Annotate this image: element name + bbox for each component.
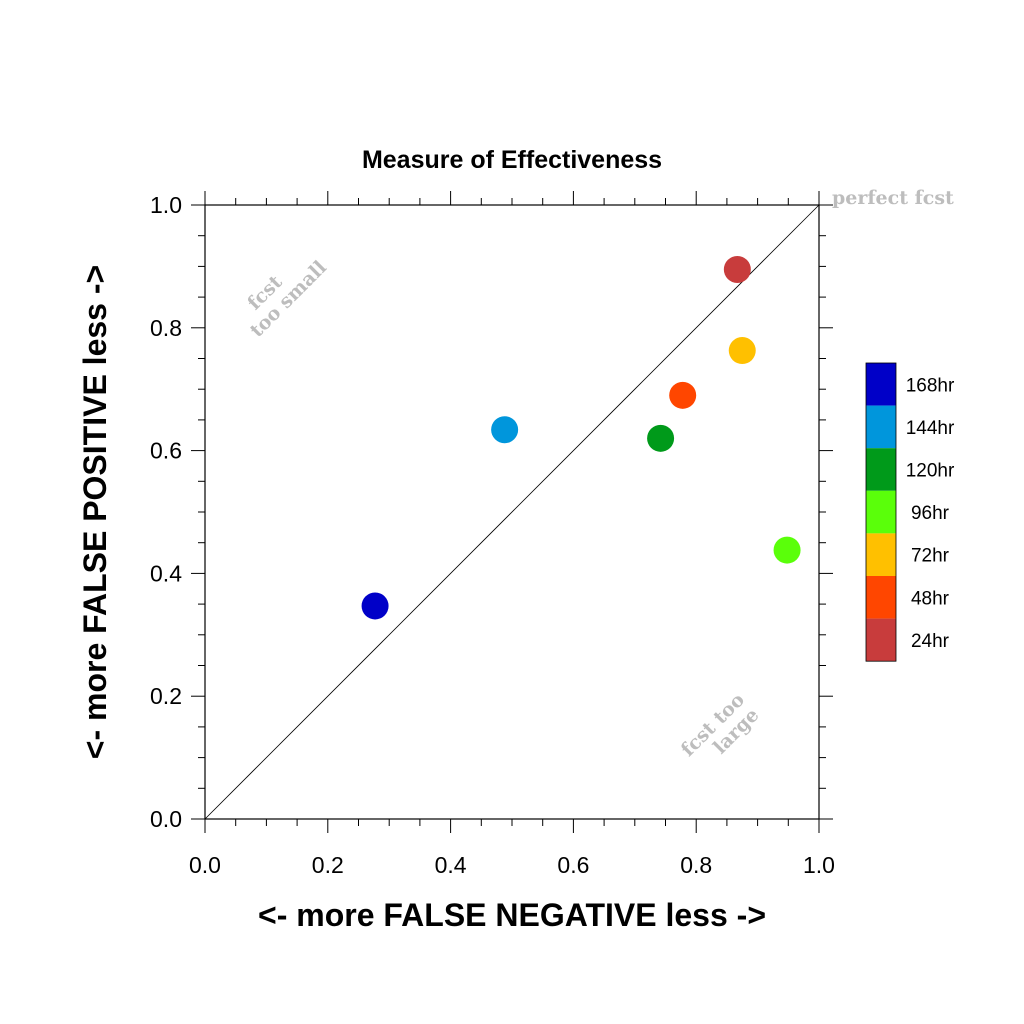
point-120hr — [647, 424, 675, 452]
annotation-fcst-too-large: fcst too large — [677, 689, 764, 761]
legend-label-24hr: 24hr — [911, 631, 950, 652]
point-72hr — [728, 337, 756, 365]
data-points — [361, 255, 801, 620]
y-tick-label: 0.6 — [150, 438, 182, 464]
x-tick-label: 0.0 — [189, 852, 221, 878]
point-168hr — [361, 592, 389, 620]
chart-title: Measure of Effectiveness — [362, 146, 662, 174]
x-tick-label: 0.2 — [312, 852, 344, 878]
legend-swatch-72hr — [866, 533, 896, 576]
y-tick-label: 0.4 — [150, 560, 182, 586]
point-24hr — [723, 255, 751, 283]
annotation-fcst-too-small: fcst too small — [243, 257, 331, 342]
point-48hr — [669, 381, 697, 409]
legend-swatch-144hr — [866, 405, 896, 449]
perfect-forecast-line — [204, 204, 820, 820]
legend-swatch-96hr — [866, 490, 896, 534]
annotation-perfect-forecast: perfect fcst — [832, 187, 954, 209]
y-tick-label: 0.8 — [150, 315, 182, 341]
legend-label-96hr: 96hr — [911, 503, 950, 524]
plot-frame — [204, 204, 820, 820]
legend-label-168hr: 168hr — [906, 375, 955, 396]
legend-label-72hr: 72hr — [911, 546, 950, 567]
x-tick-label: 0.8 — [680, 852, 712, 878]
point-96hr — [773, 536, 801, 564]
legend-swatch-48hr — [866, 576, 896, 619]
legend-swatch-168hr — [866, 363, 896, 406]
y-tick-labels: 0.0 0.2 0.4 0.6 0.8 1.0 — [150, 192, 182, 832]
legend: 168hr 144hr 120hr 96hr 72hr 48hr 24hr — [865, 362, 955, 662]
axis-ticks — [191, 191, 833, 833]
y-tick-label: 0.2 — [150, 683, 182, 709]
x-tick-label: 0.4 — [435, 852, 467, 878]
legend-label-144hr: 144hr — [906, 418, 955, 439]
x-tick-labels: 0.0 0.2 0.4 0.6 0.8 1.0 — [189, 852, 835, 878]
y-axis-label: <- more FALSE POSITIVE less -> — [77, 265, 113, 759]
x-tick-label: 0.6 — [557, 852, 589, 878]
legend-label-120hr: 120hr — [906, 461, 955, 482]
legend-swatch-120hr — [866, 448, 896, 491]
x-tick-label: 1.0 — [803, 852, 835, 878]
x-axis-label: <- more FALSE NEGATIVE less -> — [258, 897, 766, 933]
legend-label-48hr: 48hr — [911, 588, 950, 609]
y-tick-label: 1.0 — [150, 192, 182, 218]
legend-swatch-24hr — [866, 618, 896, 662]
y-tick-label: 0.0 — [150, 806, 182, 832]
point-144hr — [491, 416, 519, 444]
legend-frame — [865, 362, 897, 662]
